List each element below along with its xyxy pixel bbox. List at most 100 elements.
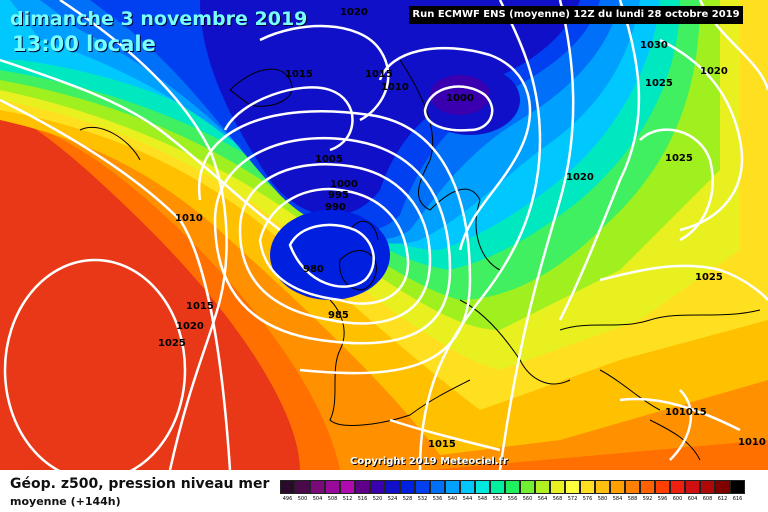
isobar-label: 1015 [365, 69, 393, 80]
legend-label: 532 [417, 496, 428, 502]
legend-swatch [730, 480, 745, 494]
footer-title: Géop. z500, pression niveau mer [10, 476, 270, 492]
legend-cell: 608 [700, 480, 715, 502]
legend-label: 496 [282, 496, 293, 502]
map-canvas: 1020 1015 1015 1010 1000 1030 1020 1025 … [0, 0, 768, 470]
legend-cell: 576 [580, 480, 595, 502]
legend-cell: 580 [595, 480, 610, 502]
legend-label: 560 [522, 496, 533, 502]
isobar-label: 1025 [695, 272, 723, 283]
legend-label: 572 [567, 496, 578, 502]
legend-cell: 588 [625, 480, 640, 502]
isobar-label: 1015 [285, 69, 313, 80]
legend-label: 604 [687, 496, 698, 502]
legend-swatch [370, 480, 385, 494]
legend-swatch [535, 480, 550, 494]
legend-label: 540 [447, 496, 458, 502]
legend-label: 504 [312, 496, 323, 502]
legend-cell: 612 [715, 480, 730, 502]
legend-swatch [295, 480, 310, 494]
isobar-label: 1025 [645, 78, 673, 89]
legend-cell: 540 [445, 480, 460, 502]
legend-label: 508 [327, 496, 338, 502]
weather-map: 1020 1015 1015 1010 1000 1030 1020 1025 … [0, 0, 768, 470]
isobar-label: 1020 [566, 172, 594, 183]
legend-swatch [430, 480, 445, 494]
legend-cell: 516 [355, 480, 370, 502]
legend-cell: 560 [520, 480, 535, 502]
legend-swatch [310, 480, 325, 494]
legend-label: 544 [462, 496, 473, 502]
isobar-label: 990 [325, 202, 346, 213]
isobar-label: 1010 [381, 82, 409, 93]
legend-cell: 564 [535, 480, 550, 502]
isobars [0, 0, 768, 470]
copyright: Copyright 2019 Meteociel.fr [350, 456, 508, 467]
legend-cell: 524 [385, 480, 400, 502]
legend-swatch [565, 480, 580, 494]
legend-cell: 536 [430, 480, 445, 502]
legend-cell: 568 [550, 480, 565, 502]
legend-label: 520 [372, 496, 383, 502]
legend-label: 576 [582, 496, 593, 502]
legend-label: 564 [537, 496, 548, 502]
isobar-label: 1015 [428, 439, 456, 450]
legend-label: 596 [657, 496, 668, 502]
isobar-label: 980 [303, 264, 324, 275]
isobar-label: 1015 [186, 301, 214, 312]
isobar-labels: 1020 1015 1015 1010 1000 1030 1020 1025 … [158, 7, 766, 450]
legend-swatch [715, 480, 730, 494]
legend-label: 588 [627, 496, 638, 502]
legend-cell: 616 [730, 480, 745, 502]
legend-swatch [580, 480, 595, 494]
legend-cell: 604 [685, 480, 700, 502]
legend-cell: 504 [310, 480, 325, 502]
footer-subtitle: moyenne (+144h) [10, 495, 121, 508]
legend-cell: 592 [640, 480, 655, 502]
legend-label: 524 [387, 496, 398, 502]
isobar-label: 1010 [175, 213, 203, 224]
legend-label: 612 [717, 496, 728, 502]
legend-swatch [550, 480, 565, 494]
legend-swatch [445, 480, 460, 494]
legend-swatch [385, 480, 400, 494]
legend-cell: 508 [325, 480, 340, 502]
legend-cell: 512 [340, 480, 355, 502]
legend-label: 584 [612, 496, 623, 502]
isobar-label: 1020 [700, 66, 728, 77]
legend-swatch [325, 480, 340, 494]
legend-cell: 520 [370, 480, 385, 502]
legend-label: 556 [507, 496, 518, 502]
isobar-label: 1000 [330, 179, 358, 190]
legend-swatch [625, 480, 640, 494]
legend-cell: 548 [475, 480, 490, 502]
legend-cell: 600 [670, 480, 685, 502]
legend-swatch [280, 480, 295, 494]
legend-swatch [475, 480, 490, 494]
legend-label: 608 [702, 496, 713, 502]
isobar-label: 1030 [640, 40, 668, 51]
legend-cell: 584 [610, 480, 625, 502]
isobar-label: 1025 [158, 338, 186, 349]
legend-label: 528 [402, 496, 413, 502]
legend-swatch [595, 480, 610, 494]
legend-label: 616 [732, 496, 743, 502]
legend-cell: 552 [490, 480, 505, 502]
forecast-date: dimanche 3 novembre 2019 [10, 8, 308, 30]
isobar-label: 101015 [665, 407, 707, 418]
legend-swatch [640, 480, 655, 494]
legend-label: 568 [552, 496, 563, 502]
isobar-label: 985 [328, 310, 349, 321]
legend-cell: 528 [400, 480, 415, 502]
legend-cell: 544 [460, 480, 475, 502]
isobar-label: 1020 [176, 321, 204, 332]
color-legend: 496 500 504 508 512 516 520 524 528 532 536 540 544 5… [280, 480, 745, 502]
isobar-label: 1000 [446, 93, 474, 104]
legend-swatch [400, 480, 415, 494]
legend-label: 536 [432, 496, 443, 502]
legend-swatch [685, 480, 700, 494]
legend-swatch [700, 480, 715, 494]
legend-swatch [340, 480, 355, 494]
legend-label: 600 [672, 496, 683, 502]
legend-swatch [520, 480, 535, 494]
